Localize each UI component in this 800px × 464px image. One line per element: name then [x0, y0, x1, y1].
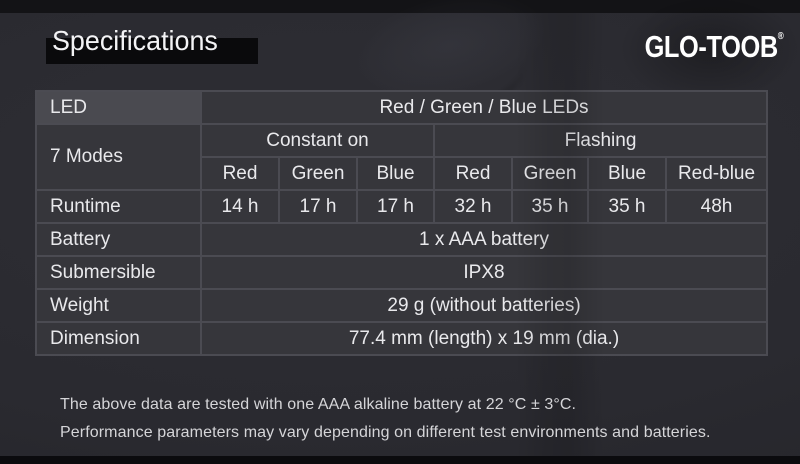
runtime-constant-green: 17 h	[278, 189, 358, 224]
mode-col-constant-blue: Blue	[356, 156, 435, 191]
mode-col-flashing-red-blue: Red-blue	[664, 156, 769, 191]
battery-value: 1 x AAA battery	[199, 222, 769, 257]
mode-col-constant-green: Green	[278, 156, 358, 191]
weight-value: 29 g (without batteries)	[199, 288, 769, 323]
row-label-weight: Weight	[35, 288, 202, 323]
spec-table: LED Red / Green / Blue LEDs 7 Modes Cons…	[35, 90, 769, 356]
row-label-submersible: Submersible	[35, 255, 202, 290]
table-row-modes-groups: 7 Modes Constant on Flashing	[35, 123, 769, 191]
runtime-constant-blue: 17 h	[356, 189, 435, 224]
mode-col-flashing-blue: Blue	[587, 156, 667, 191]
table-row-weight: Weight 29 g (without batteries)	[35, 288, 769, 323]
runtime-flashing-blue: 35 h	[587, 189, 667, 224]
top-border-strip	[0, 0, 800, 13]
table-row-dimension: Dimension 77.4 mm (length) x 19 mm (dia.…	[35, 321, 769, 356]
mode-col-constant-red: Red	[200, 156, 280, 191]
runtime-constant-red: 14 h	[200, 189, 280, 224]
brand-name: GLO-TOOB	[644, 29, 779, 64]
brand-logo: GLO-TOOB®	[645, 29, 784, 65]
table-row-submersible: Submersible IPX8	[35, 255, 769, 290]
mode-col-flashing-green: Green	[511, 156, 589, 191]
submersible-value: IPX8	[199, 255, 769, 290]
runtime-flashing-red: 32 h	[433, 189, 513, 224]
footnote-line-2: Performance parameters may vary dependin…	[60, 424, 711, 441]
row-label-modes: 7 Modes	[35, 123, 202, 191]
mode-group-constant-on: Constant on	[200, 123, 435, 158]
footnote: The above data are tested with one AAA a…	[60, 391, 711, 447]
footnote-line-1: The above data are tested with one AAA a…	[60, 396, 577, 413]
mode-col-flashing-red: Red	[433, 156, 513, 191]
table-row-battery: Battery 1 x AAA battery	[35, 222, 769, 257]
row-label-led: LED	[35, 90, 202, 125]
mode-group-flashing: Flashing	[432, 123, 769, 158]
bottom-border-strip	[0, 456, 800, 464]
table-row-led: LED Red / Green / Blue LEDs	[35, 90, 769, 125]
table-row-mode-columns: Red Green Blue Red Green Blue Red-blue	[36, 156, 769, 191]
row-label-battery: Battery	[35, 222, 202, 257]
page-title: Specifications	[52, 25, 218, 56]
runtime-flashing-green: 35 h	[511, 189, 589, 224]
table-row-runtime: Runtime 14 h 17 h 17 h 32 h 35 h 35 h 48…	[35, 189, 769, 224]
row-label-dimension: Dimension	[35, 321, 202, 356]
title-bar	[46, 38, 258, 64]
dimension-value: 77.4 mm (length) x 19 mm (dia.)	[199, 321, 769, 356]
row-label-runtime: Runtime	[35, 189, 202, 224]
runtime-flashing-red-blue: 48h	[664, 189, 769, 224]
registered-trademark-mark: ®	[777, 31, 784, 42]
led-value: Red / Green / Blue LEDs	[199, 90, 769, 125]
